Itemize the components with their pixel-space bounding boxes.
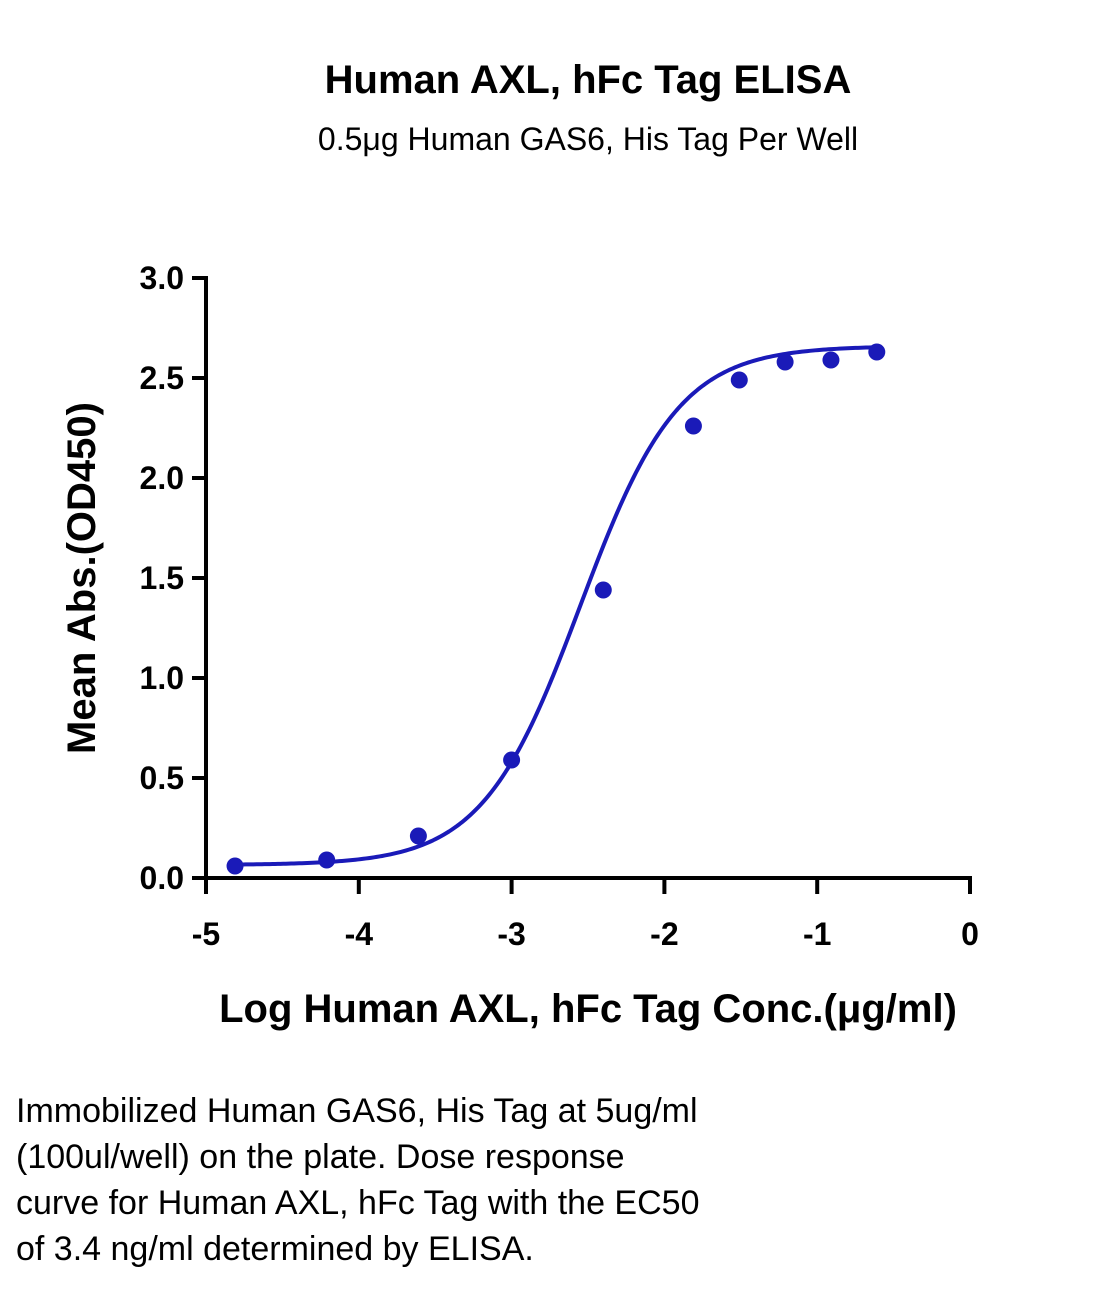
- x-axis: -5 -4 -3 -2 -1 0: [192, 876, 979, 952]
- data-point: [776, 353, 794, 371]
- x-tick-label: -5: [192, 916, 220, 952]
- x-tick-label: -2: [650, 916, 678, 952]
- elisa-chart: Human AXL, hFc Tag ELISA 0.5μg Human GAS…: [60, 58, 979, 1031]
- fit-curve: [235, 345, 877, 867]
- x-tick-label: -4: [345, 916, 374, 952]
- y-tick-label: 2.5: [140, 360, 184, 396]
- y-tick-label: 1.5: [140, 560, 184, 596]
- chart-subtitle: 0.5μg Human GAS6, His Tag Per Well: [318, 121, 858, 157]
- y-axis-label: Mean Abs.(OD450): [60, 402, 104, 754]
- caption-line: (100ul/well) on the plate. Dose response: [16, 1138, 625, 1176]
- data-point: [684, 417, 702, 435]
- y-tick-label: 0.5: [140, 760, 184, 796]
- y-tick-label: 2.0: [140, 460, 184, 496]
- plot-area: [226, 343, 886, 875]
- caption-line: Immobilized Human GAS6, His Tag at 5ug/m…: [16, 1092, 698, 1130]
- data-point: [868, 343, 886, 361]
- y-tick-label: 3.0: [140, 260, 184, 296]
- caption-line: curve for Human AXL, hFc Tag with the EC…: [16, 1184, 700, 1222]
- y-tick-label: 1.0: [140, 660, 184, 696]
- data-point: [318, 851, 336, 869]
- chart-title: Human AXL, hFc Tag ELISA: [325, 58, 852, 102]
- x-axis-label: Log Human AXL, hFc Tag Conc.(μg/ml): [219, 987, 957, 1031]
- x-tick-label: 0: [961, 916, 979, 952]
- y-tick-label: 0.0: [140, 860, 184, 896]
- y-axis: 0.0 0.5 1.0 1.5 2.0 2.5 3.0: [140, 260, 208, 896]
- data-point: [594, 581, 612, 599]
- caption-line: of 3.4 ng/ml determined by ELISA.: [16, 1230, 534, 1268]
- data-point: [822, 351, 840, 369]
- data-point: [226, 857, 244, 875]
- x-tick-label: -3: [497, 916, 525, 952]
- data-point: [503, 751, 521, 769]
- data-point: [730, 371, 748, 389]
- data-point: [409, 827, 427, 845]
- x-tick-label: -1: [803, 916, 831, 952]
- caption: Immobilized Human GAS6, His Tag at 5ug/m…: [16, 1088, 1076, 1272]
